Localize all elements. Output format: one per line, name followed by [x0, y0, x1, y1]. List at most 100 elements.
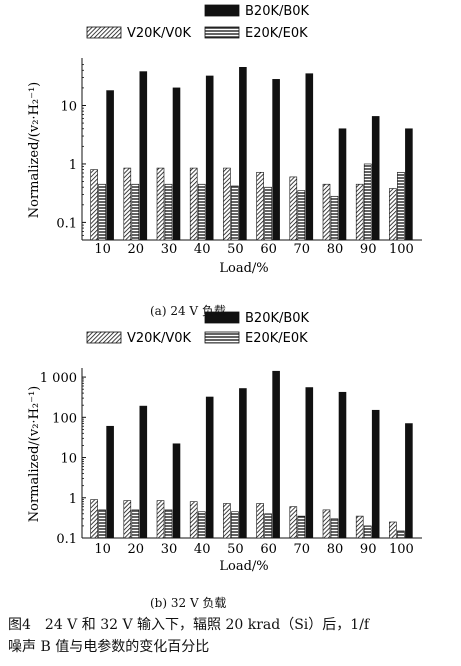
x-axis-label: Load/% [219, 261, 268, 276]
y-axis-label: Normalized/(v₂·H₂⁻¹) [27, 82, 42, 219]
bar-e20k-e0k [197, 183, 206, 241]
bar-v20k-v0k [90, 169, 98, 241]
legend-label: V20K/V0K [127, 26, 192, 41]
x-tick-label: 30 [161, 542, 178, 557]
bar-b20k-b0k [139, 71, 148, 241]
chart-a-24v: 0.1 1 10 Normalized/(v₂·H₂⁻¹) 10 20 30 40 50 60 70… [27, 4, 422, 276]
bar-v20k-v0k [189, 167, 198, 241]
figure-number: 图4 [8, 617, 31, 633]
legend-swatch [204, 26, 240, 39]
x-tick-label: 90 [360, 542, 377, 557]
legend-label: E20K/E0K [245, 26, 308, 41]
legend-swatch [204, 311, 240, 324]
x-tick-label: 80 [327, 242, 344, 257]
x-tick-label: 10 [94, 542, 111, 557]
bar-b20k-b0k [172, 443, 181, 539]
y-tick-label: 0.1 [56, 532, 77, 547]
bar-b20k-b0k [338, 128, 347, 241]
bar-v20k-v0k [123, 167, 132, 241]
bar-b20k-b0k [239, 67, 247, 241]
x-tick-label: 20 [128, 542, 145, 557]
bar-b20k-b0k [272, 370, 280, 539]
y-axis-label: Normalized/(v₂·H₂⁻¹) [27, 386, 42, 523]
x-tick-label: 60 [260, 242, 277, 257]
bar-e20k-e0k [297, 515, 306, 539]
bar-b20k-b0k [106, 90, 114, 241]
bar-e20k-e0k [297, 190, 306, 241]
x-tick-label: 20 [128, 242, 145, 257]
x-tick-label: 50 [227, 242, 244, 257]
x-tick-label: 90 [360, 242, 377, 257]
bar-b20k-b0k [338, 391, 347, 539]
bar-e20k-e0k [131, 509, 140, 539]
y-tick-label: 1 000 [40, 371, 77, 386]
bar-e20k-e0k [98, 509, 106, 539]
x-tick-label: 80 [327, 542, 344, 557]
bar-v20k-v0k [223, 503, 231, 539]
bar-v20k-v0k [289, 176, 298, 241]
bar-v20k-v0k [90, 499, 98, 539]
bar-v20k-v0k [322, 183, 331, 241]
legend-label: E20K/E0K [245, 331, 308, 346]
bar-v20k-v0k [389, 188, 397, 241]
legend-swatch [204, 4, 240, 17]
bar-v20k-v0k [389, 521, 397, 539]
x-tick-label: 100 [389, 242, 414, 257]
figure-caption-line1: 图4 24 V 和 32 V 输入下，辐照 20 krad（Si）后，1/f [8, 614, 458, 636]
legend-swatch [86, 26, 122, 39]
bar-v20k-v0k [189, 501, 198, 539]
bar-b20k-b0k [272, 79, 280, 241]
bar-e20k-e0k [231, 185, 239, 241]
bar-e20k-e0k [164, 509, 173, 539]
bar-b20k-b0k [139, 405, 148, 539]
y-tick-label: 100 [52, 411, 77, 426]
y-tick-label: 1 [69, 492, 77, 507]
subcaption-b: (b) 32 V 负载 [150, 596, 227, 610]
bar-b20k-b0k [371, 409, 380, 539]
legend-label: B20K/B0K [245, 311, 310, 326]
bar-b20k-b0k [172, 87, 181, 241]
x-tick-label: 30 [161, 242, 178, 257]
legend-swatch [86, 331, 122, 344]
x-tick-label: 70 [294, 242, 311, 257]
bar-v20k-v0k [289, 506, 298, 539]
bar-e20k-e0k [363, 525, 372, 539]
legend-label: B20K/B0K [245, 4, 310, 19]
figure-caption-line2: 噪声 B 值与电参数的变化百分比 [8, 639, 210, 655]
x-tick-label: 40 [194, 242, 211, 257]
bar-b20k-b0k [106, 425, 114, 539]
bar-e20k-e0k [164, 183, 173, 241]
bar-v20k-v0k [355, 183, 364, 241]
x-axis-label: Load/% [219, 559, 268, 574]
figure-caption-text1: 24 V 和 32 V 输入下，辐照 20 krad（Si）后，1/f [44, 617, 370, 633]
bar-v20k-v0k [156, 500, 165, 539]
bar-e20k-e0k [197, 511, 206, 539]
y-tick-label: 10 [60, 99, 77, 114]
bar-e20k-e0k [363, 163, 372, 241]
x-tick-label: 40 [194, 542, 211, 557]
bar-v20k-v0k [256, 503, 264, 539]
bar-e20k-e0k [397, 171, 405, 241]
x-tick-label: 60 [260, 542, 277, 557]
bar-e20k-e0k [397, 530, 405, 539]
bar-b20k-b0k [305, 387, 314, 539]
legend-label: V20K/V0K [127, 331, 192, 346]
y-tick-label: 0.1 [56, 216, 77, 231]
bar-v20k-v0k [355, 515, 364, 539]
bar-b20k-b0k [205, 75, 214, 241]
bar-b20k-b0k [405, 128, 413, 241]
bar-v20k-v0k [256, 171, 264, 241]
y-tick-label: 1 [69, 158, 77, 173]
bar-b20k-b0k [205, 396, 214, 539]
x-tick-label: 100 [389, 542, 414, 557]
legend-swatch [204, 331, 240, 344]
bar-e20k-e0k [330, 518, 339, 539]
x-tick-label: 70 [294, 542, 311, 557]
subcaption-a: (a) 24 V 负载 [150, 304, 226, 318]
bar-b20k-b0k [305, 73, 314, 241]
bar-e20k-e0k [330, 195, 339, 241]
bar-v20k-v0k [322, 509, 331, 539]
bar-b20k-b0k [405, 423, 413, 539]
